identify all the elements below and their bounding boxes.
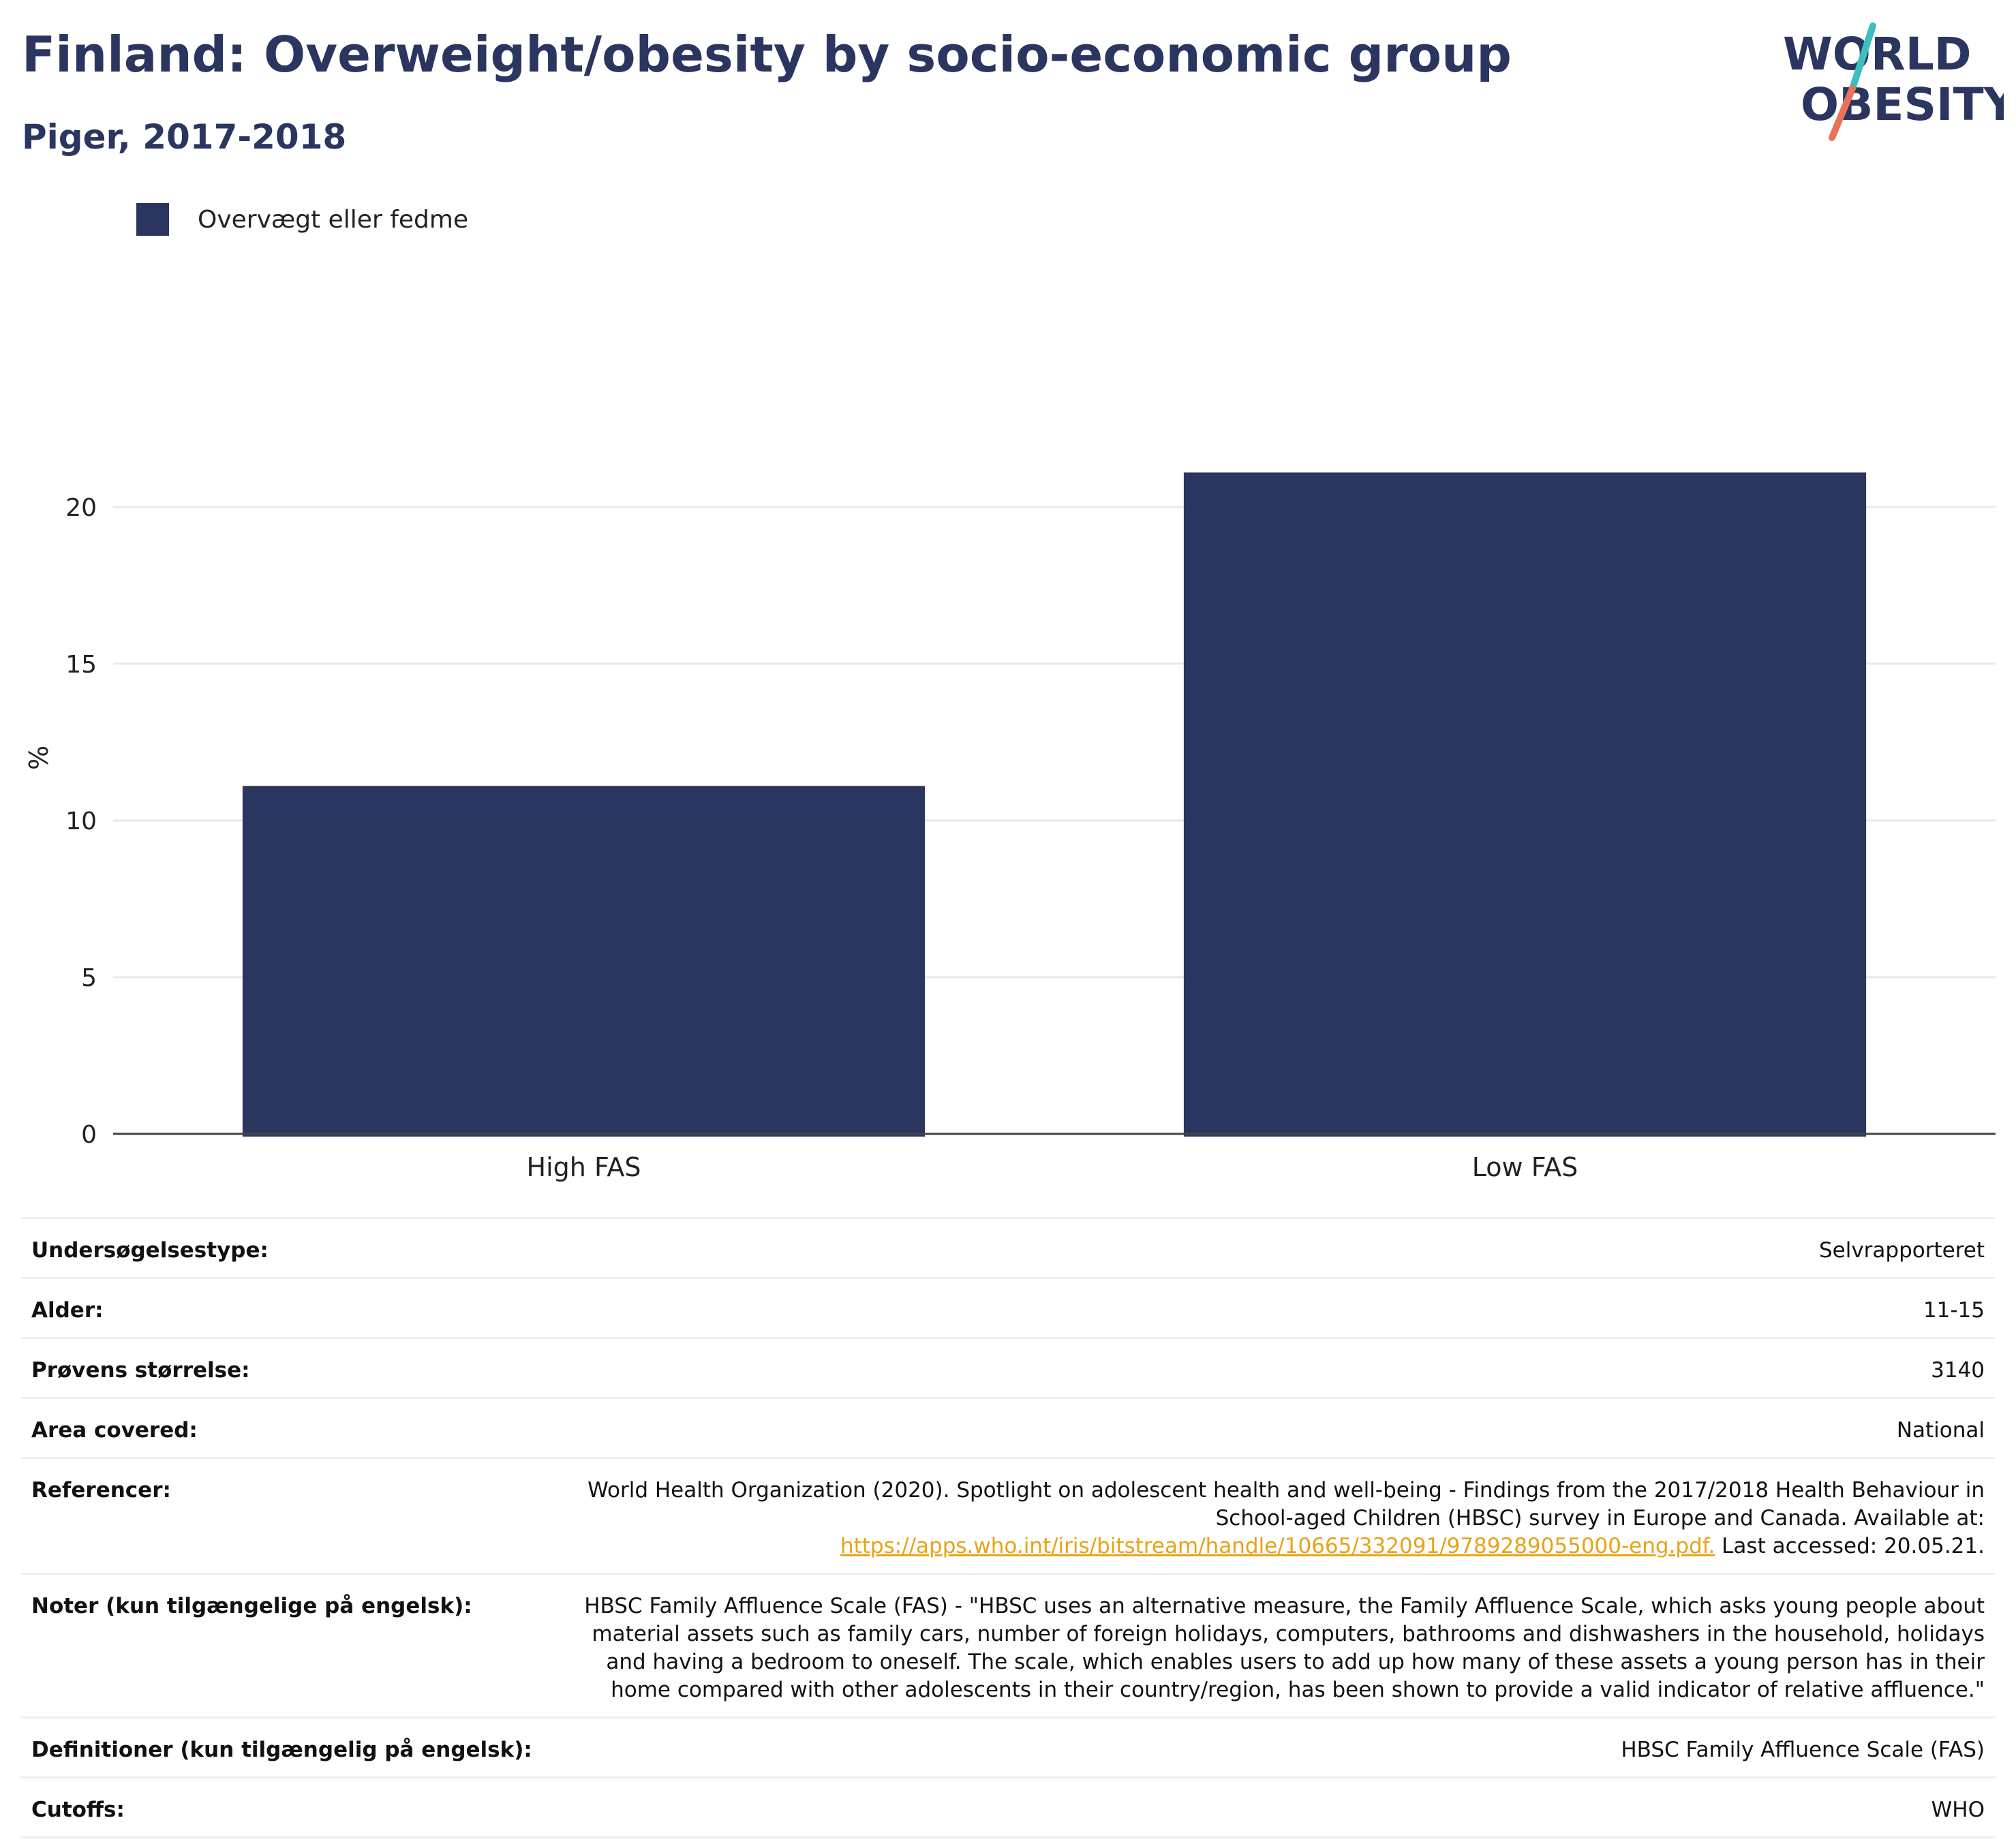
metadata-label: Area covered: [20,1397,560,1458]
x-tick-label: Low FAS [1472,1152,1578,1182]
metadata-value: 3140 [560,1337,1996,1398]
metadata-value: National [560,1397,1996,1458]
metadata-value: WHO [560,1776,1996,1838]
bar-chart: 0 5 10 15 20 High FAS Low FAS% [24,472,1996,1182]
logo-word-obesity: OBESITY [1801,78,2004,131]
legend-swatch [136,203,169,236]
reference-text: World Health Organization (2020). Spotli… [587,1478,1985,1530]
y-tick-label: 0 [81,1121,97,1149]
metadata-value: HBSC Family Affluence Scale (FAS) - "HBS… [560,1573,1996,1718]
metadata-row-survey-type: Undersøgelsestype: Selvrapporteret [20,1217,1996,1278]
metadata-label: Cutoffs: [20,1776,560,1838]
chart-title: Finland: Overweight/obesity by socio-eco… [22,26,1512,83]
y-axis-label: % [24,745,54,770]
metadata-value: HBSC Family Affluence Scale (FAS) [560,1716,1996,1778]
metadata-row-notes: Noter (kun tilgængelige på engelsk): HBS… [20,1573,1996,1718]
bar-low-fas [1183,472,1867,1137]
legend[interactable]: Overvægt eller fedme [136,203,468,236]
metadata-row-references: Referencer: World Health Organization (2… [20,1457,1996,1574]
metadata-row-age: Alder: 11-15 [20,1277,1996,1338]
metadata-label: Alder: [20,1277,560,1338]
y-tick-label: 20 [65,494,97,522]
metadata-row-cutoffs: Cutoffs: WHO [20,1776,1996,1838]
metadata-label: Referencer: [20,1457,560,1574]
metadata-row-definitions: Definitioner (kun tilgængelig på engelsk… [20,1716,1996,1778]
logo-slash-bottom [1829,85,1856,141]
metadata-label: Noter (kun tilgængelige på engelsk): [20,1573,560,1718]
metadata-value: Selvrapporteret [560,1217,1996,1278]
metadata-value-references: World Health Organization (2020). Spotli… [560,1457,1996,1574]
metadata-row-area-covered: Area covered: National [20,1397,1996,1458]
logo-slash-top [1849,22,1876,92]
metadata-label: Undersøgelsestype: [20,1217,560,1278]
metadata-label: Prøvens størrelse: [20,1337,560,1398]
y-tick-label: 15 [65,651,97,679]
y-tick-label: 10 [65,807,97,835]
legend-label: Overvægt eller fedme [198,205,469,234]
logo-word-world: WORLD [1783,28,1972,80]
bar-high-fas [242,786,926,1137]
x-tick-label: High FAS [527,1152,641,1182]
reference-link[interactable]: https://apps.who.int/iris/bitstream/hand… [840,1534,1715,1558]
chart-subtitle: Piger, 2017-2018 [22,117,347,157]
metadata-table: Undersøgelsestype: Selvrapporteret Alder… [20,1217,1996,1838]
metadata-row-sample-size: Prøvens størrelse: 3140 [20,1337,1996,1398]
metadata-value: 11-15 [560,1277,1996,1338]
metadata-label: Definitioner (kun tilgængelig på engelsk… [20,1716,560,1778]
world-obesity-logo: WORLD OBESITY [1783,22,2004,141]
y-tick-label: 5 [81,964,97,992]
reference-suffix: Last accessed: 20.05.21. [1715,1534,1985,1558]
